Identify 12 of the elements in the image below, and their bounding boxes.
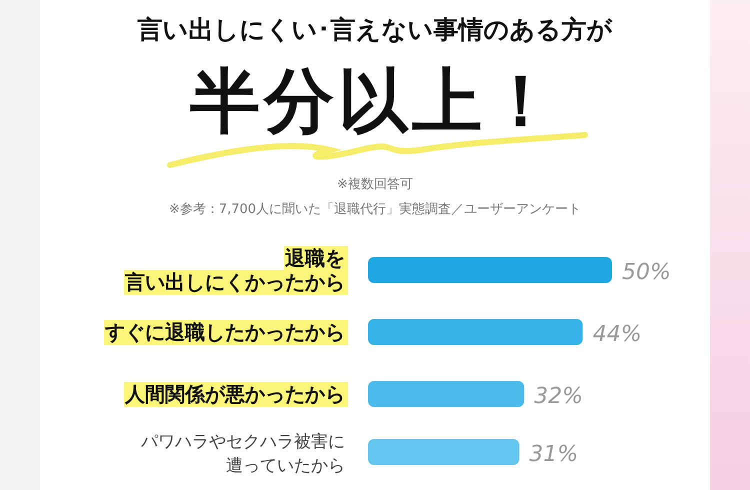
- bar: [368, 319, 583, 345]
- text: ※複数回答可: [337, 177, 413, 192]
- data-label: 32%: [534, 384, 584, 409]
- data-label: 44%: [592, 322, 642, 347]
- chart-subtitle: 半分以上！: [189, 60, 560, 142]
- y-tick-label: パワハラやセクハラ被害に遭っていたから: [140, 432, 345, 476]
- data-label: 31%: [529, 442, 578, 467]
- text: ※参考：7,700人に聞いた「退職代行」実態調査／ユーザーアンケート: [168, 201, 582, 217]
- chart-title: 言い出しにくい･言えない事情のある方が: [136, 15, 612, 44]
- bar: [368, 439, 520, 465]
- data-label: 50%: [622, 260, 671, 285]
- bar: [368, 257, 612, 283]
